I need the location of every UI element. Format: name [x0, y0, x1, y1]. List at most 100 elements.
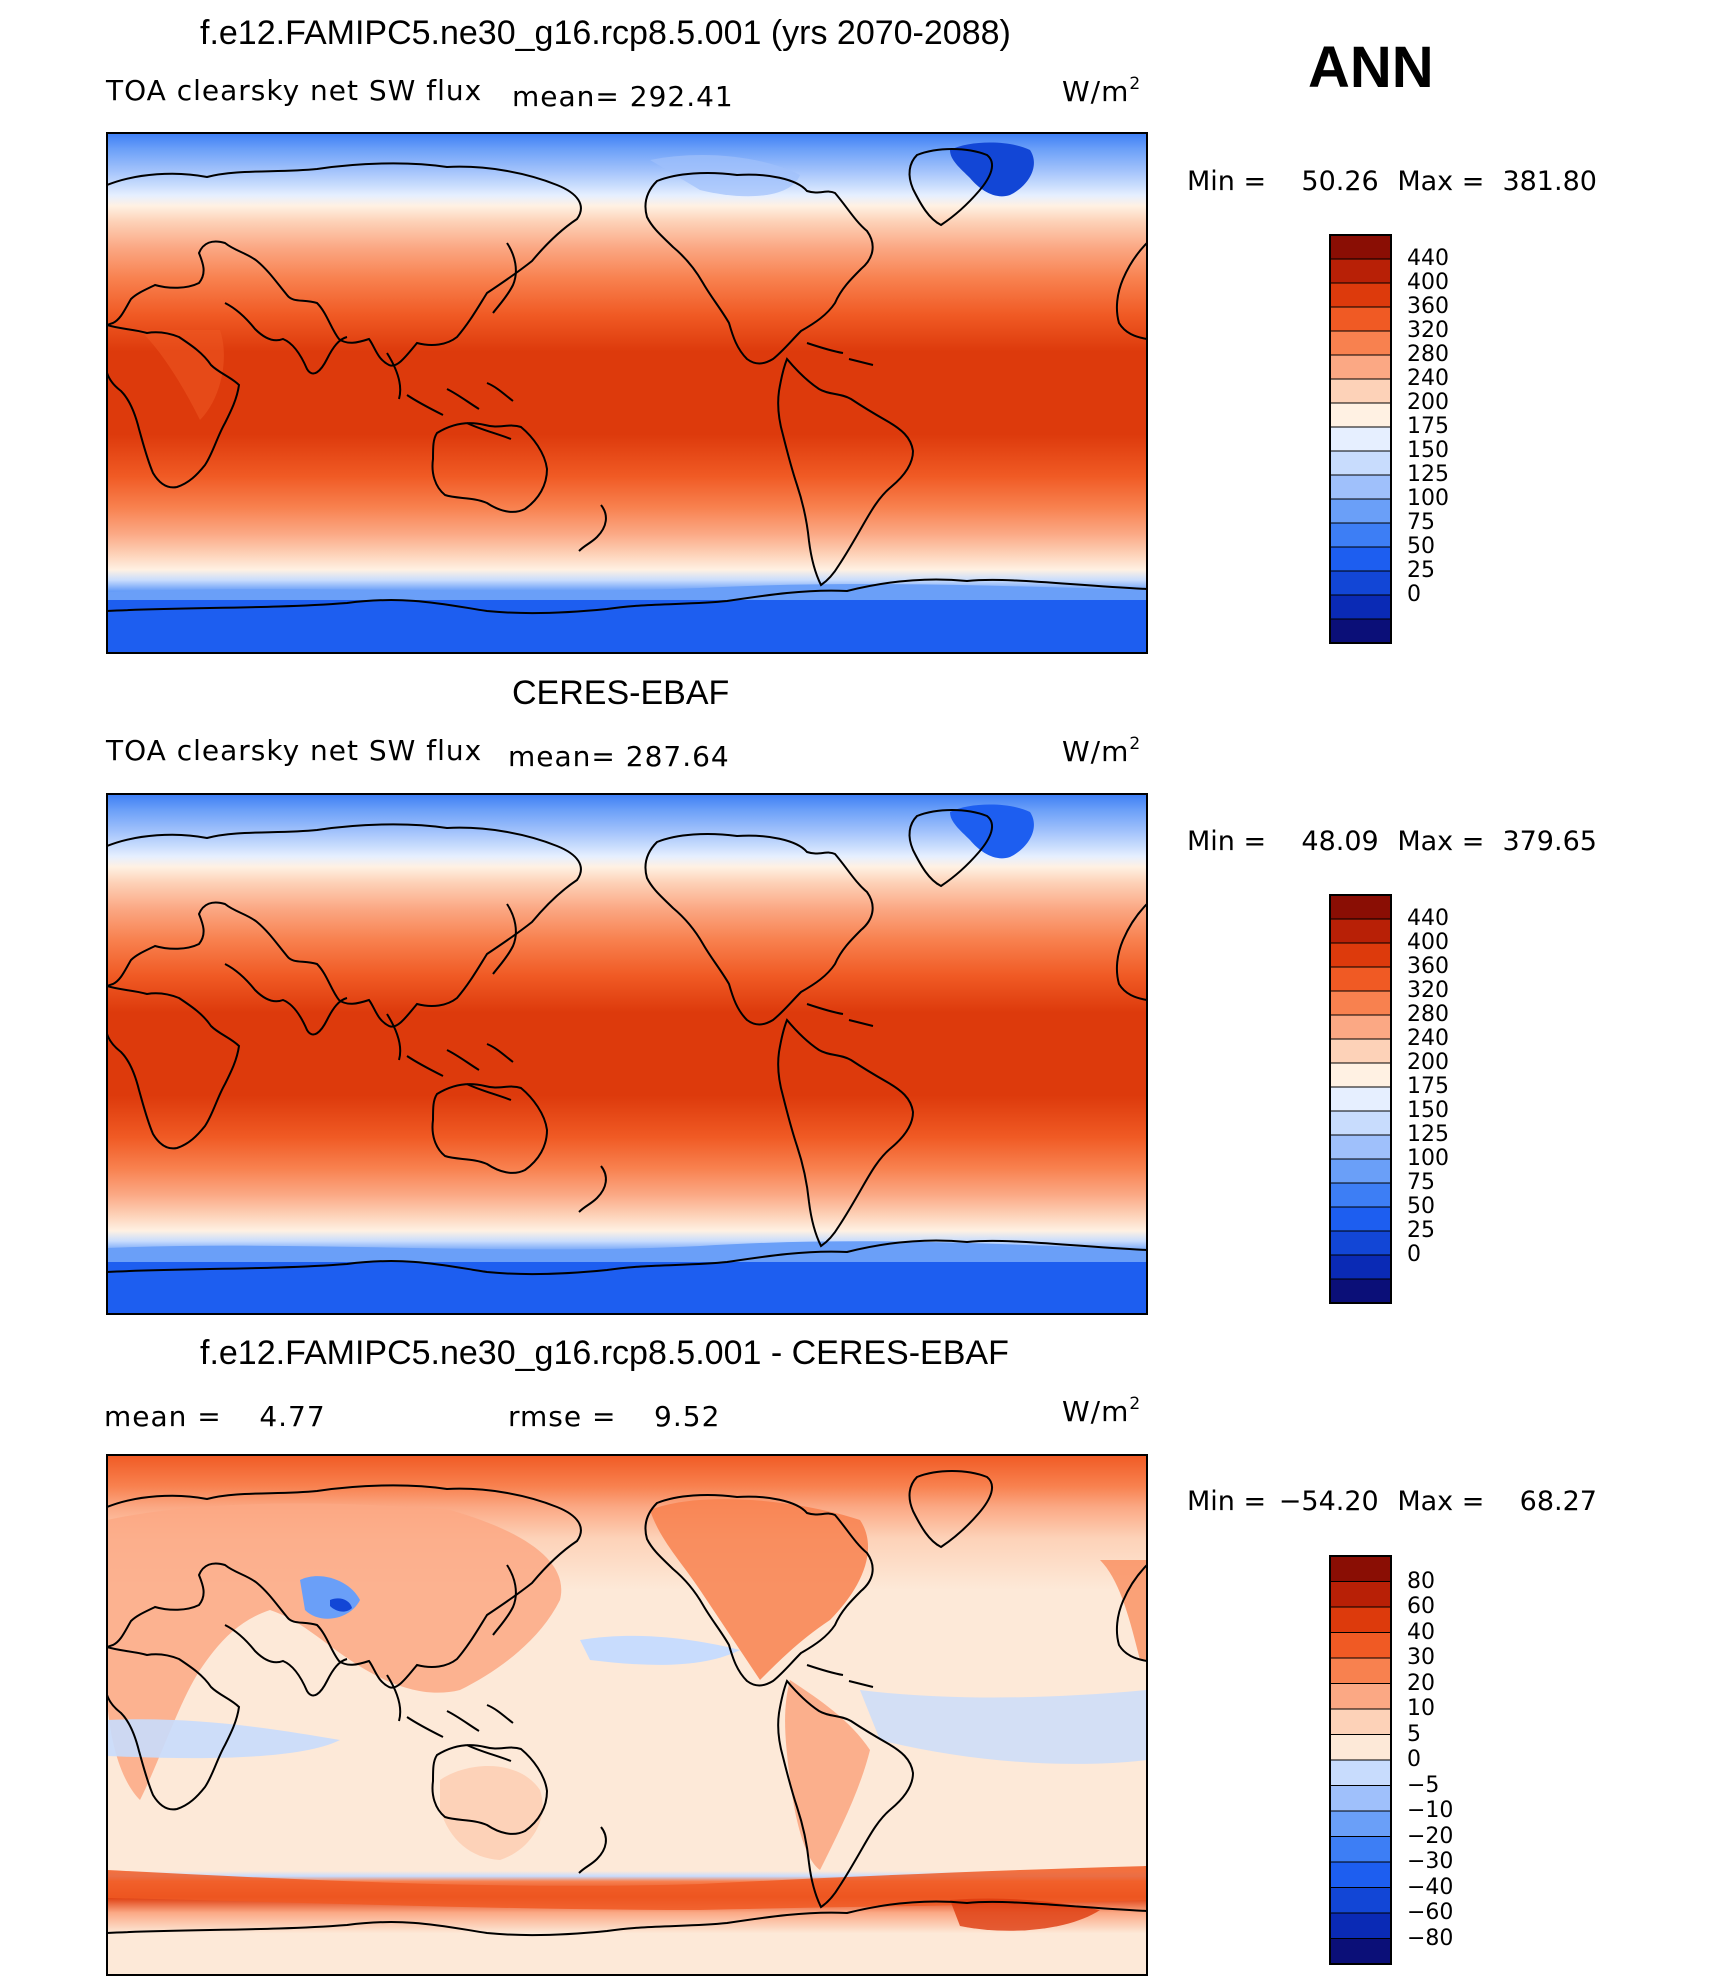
colorbar-tick-label: 240	[1407, 366, 1449, 391]
panel1-variable: TOA clearsky net SW flux	[106, 74, 483, 107]
panel3-units: W/m2	[1062, 1394, 1141, 1428]
colorbar-tick-label: 150	[1407, 1098, 1449, 1123]
colorbar-tick-label: 400	[1407, 270, 1449, 295]
panel1-min-label: Min =	[1187, 166, 1267, 197]
panel3-title: f.e12.FAMIPC5.ne30_g16.rcp8.5.001 - CERE…	[200, 1334, 1009, 1372]
colorbar-tick-label: 0	[1407, 582, 1421, 607]
colorbar-tick-label: 240	[1407, 1026, 1449, 1051]
colorbar-box	[1330, 991, 1391, 1016]
colorbar-box	[1330, 427, 1391, 452]
colorbar-box	[1330, 1785, 1391, 1812]
colorbar-tick-label: 50	[1407, 534, 1435, 559]
colorbar-box	[1330, 967, 1391, 992]
panel3-colorbar	[1329, 1555, 1392, 1965]
colorbar-box	[1330, 1087, 1391, 1112]
panel3-max-value: 68.27	[1519, 1486, 1597, 1517]
colorbar-tick-label: 25	[1407, 1218, 1435, 1243]
season-label: ANN	[1308, 35, 1434, 100]
colorbar-box	[1330, 451, 1391, 476]
panel3-units-text: W/m	[1062, 1395, 1130, 1428]
colorbar-box	[1330, 259, 1391, 284]
colorbar-tick-label: −10	[1407, 1798, 1454, 1823]
panel3-minmax: Min = −54.20 Max = 68.27	[1187, 1486, 1597, 1517]
colorbar-tick-label: 400	[1407, 930, 1449, 955]
colorbar-box	[1330, 571, 1391, 596]
panel1-map	[107, 133, 1147, 653]
panel3-mean-label: mean =	[104, 1400, 222, 1433]
panel1-title: f.e12.FAMIPC5.ne30_g16.rcp8.5.001 (yrs 2…	[200, 14, 1011, 52]
colorbar-tick-label: 440	[1407, 246, 1449, 271]
panel2-units-text: W/m	[1062, 735, 1130, 768]
colorbar-box	[1330, 1207, 1391, 1232]
colorbar-box	[1330, 379, 1391, 404]
colorbar-tick-label: 150	[1407, 438, 1449, 463]
colorbar-box	[1330, 1183, 1391, 1208]
colorbar-box	[1330, 1811, 1391, 1837]
colorbar-box	[1330, 1632, 1391, 1659]
colorbar-tick-label: 280	[1407, 342, 1449, 367]
colorbar-tick-label: 50	[1407, 1194, 1435, 1219]
colorbar-tick-label: −80	[1407, 1925, 1454, 1951]
colorbar-tick-label: 20	[1407, 1670, 1435, 1696]
panel1-max-label: Max =	[1397, 166, 1485, 197]
colorbar-tick-label: 320	[1407, 318, 1449, 343]
colorbar-box	[1330, 1111, 1391, 1136]
panel3-rmse-label: rmse =	[508, 1400, 617, 1433]
colorbar-tick-label: 125	[1407, 462, 1449, 487]
colorbar-box	[1330, 403, 1391, 428]
panel1-map-frame	[106, 132, 1148, 654]
colorbar-tick-label: 100	[1407, 1146, 1449, 1171]
colorbar-box	[1330, 499, 1391, 524]
panel2-minmax: Min = 48.09 Max = 379.65	[1187, 826, 1597, 857]
colorbar-box	[1330, 1938, 1391, 1965]
panel3-min-value: −54.20	[1278, 1486, 1379, 1517]
colorbar-box	[1330, 1255, 1391, 1280]
colorbar-tick-label: 5	[1407, 1721, 1421, 1747]
colorbar-tick-label: 360	[1407, 294, 1449, 319]
panel2-max-label: Max =	[1397, 826, 1485, 857]
colorbar-box	[1330, 1913, 1391, 1939]
colorbar-tick-label: 175	[1407, 1074, 1449, 1099]
colorbar-box	[1330, 1709, 1391, 1735]
colorbar-box	[1330, 307, 1391, 332]
colorbar-box	[1330, 1231, 1391, 1256]
colorbar-box	[1330, 595, 1391, 620]
colorbar-box	[1330, 895, 1391, 920]
colorbar-tick-label: 75	[1407, 510, 1435, 535]
colorbar-box	[1330, 1135, 1391, 1160]
colorbar-tick-label: 200	[1407, 1050, 1449, 1075]
colorbar-box	[1330, 355, 1391, 380]
panel2-mean: mean= 287.64	[508, 740, 730, 773]
colorbar-box	[1330, 1760, 1391, 1786]
panel1-max-value: 381.80	[1502, 166, 1597, 197]
colorbar-tick-label: 100	[1407, 486, 1449, 511]
colorbar-tick-label: 175	[1407, 414, 1449, 439]
colorbar-tick-label: −30	[1407, 1849, 1454, 1874]
colorbar-box	[1330, 1862, 1391, 1888]
colorbar-frame	[1329, 894, 1392, 1304]
panel3-max-label: Max =	[1397, 1486, 1485, 1517]
colorbar-tick-label: −5	[1407, 1772, 1440, 1798]
panel1-units-text: W/m	[1062, 75, 1130, 108]
panel3-rmse: rmse = 9.52	[508, 1400, 720, 1433]
colorbar-box	[1330, 1063, 1391, 1088]
panel1-minmax: Min = 50.26 Max = 381.80	[1187, 166, 1597, 197]
colorbar-box	[1330, 919, 1391, 944]
panel1-units: W/m2	[1062, 74, 1141, 108]
colorbar-box	[1330, 1039, 1391, 1064]
colorbar-box	[1330, 1015, 1391, 1040]
panel1-min-value: 50.26	[1301, 166, 1379, 197]
colorbar-box	[1330, 235, 1391, 260]
colorbar-box	[1330, 1734, 1391, 1761]
colorbar-tick-label: 360	[1407, 954, 1449, 979]
colorbar-box	[1330, 943, 1391, 968]
panel2-map	[107, 794, 1147, 1314]
panel2-units: W/m2	[1062, 734, 1141, 768]
colorbar-tick-label: −40	[1407, 1874, 1454, 1900]
colorbar-box	[1330, 475, 1391, 500]
colorbar-tick-label: 440	[1407, 906, 1449, 931]
colorbar-box	[1330, 523, 1391, 548]
colorbar-box	[1330, 331, 1391, 356]
colorbar-tick-label: 125	[1407, 1122, 1449, 1147]
